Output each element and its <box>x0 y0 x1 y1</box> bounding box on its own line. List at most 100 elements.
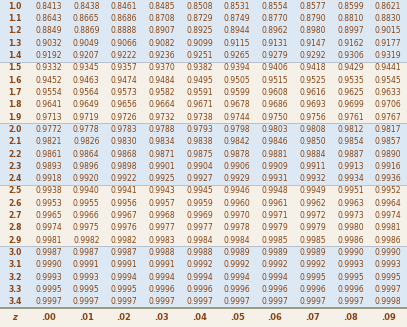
Text: 0.8686: 0.8686 <box>111 14 137 23</box>
Text: 0.9803: 0.9803 <box>262 125 288 134</box>
Text: 1.8: 1.8 <box>8 100 22 109</box>
Text: 0.9996: 0.9996 <box>262 285 288 294</box>
Text: 3.0: 3.0 <box>8 248 22 257</box>
Text: 0.9963: 0.9963 <box>337 199 364 208</box>
Text: 0.9969: 0.9969 <box>186 211 213 220</box>
Text: 0.9995: 0.9995 <box>73 285 100 294</box>
Text: 1.0: 1.0 <box>8 2 22 11</box>
Text: 0.9965: 0.9965 <box>35 211 62 220</box>
Text: 0.8729: 0.8729 <box>186 14 213 23</box>
Text: 0.9960: 0.9960 <box>224 199 251 208</box>
Text: 0.9896: 0.9896 <box>73 162 100 171</box>
Text: 0.8980: 0.8980 <box>300 26 326 35</box>
Text: .03: .03 <box>154 313 169 322</box>
Text: 0.9995: 0.9995 <box>35 285 62 294</box>
Text: 0.8997: 0.8997 <box>337 26 364 35</box>
Text: 0.9382: 0.9382 <box>186 63 213 72</box>
Text: 0.9938: 0.9938 <box>35 186 62 196</box>
Text: 0.9955: 0.9955 <box>73 199 100 208</box>
Text: 3.3: 3.3 <box>8 285 22 294</box>
Text: 0.9693: 0.9693 <box>299 100 326 109</box>
Text: 0.8508: 0.8508 <box>186 2 213 11</box>
Text: 0.9994: 0.9994 <box>224 273 251 282</box>
Text: 0.9953: 0.9953 <box>35 199 62 208</box>
Text: 0.9545: 0.9545 <box>375 76 402 85</box>
Text: 2.4: 2.4 <box>8 174 22 183</box>
Text: 0.9842: 0.9842 <box>224 137 250 146</box>
Text: 0.9719: 0.9719 <box>73 112 100 122</box>
Text: 0.8621: 0.8621 <box>375 2 401 11</box>
Text: 0.8962: 0.8962 <box>262 26 288 35</box>
Text: 0.9946: 0.9946 <box>224 186 251 196</box>
Text: 0.9573: 0.9573 <box>111 88 138 97</box>
Text: 0.9979: 0.9979 <box>262 223 288 232</box>
Text: 0.9988: 0.9988 <box>149 248 175 257</box>
Text: 0.9713: 0.9713 <box>35 112 62 122</box>
Text: 0.9973: 0.9973 <box>337 211 364 220</box>
Text: 0.9778: 0.9778 <box>73 125 100 134</box>
Text: 0.9772: 0.9772 <box>35 125 62 134</box>
Text: 0.9918: 0.9918 <box>35 174 62 183</box>
Text: 0.9370: 0.9370 <box>149 63 175 72</box>
Text: 0.9292: 0.9292 <box>300 51 326 60</box>
Bar <box>0 0 407 61</box>
Text: 0.9871: 0.9871 <box>149 149 175 159</box>
Text: 0.9452: 0.9452 <box>35 76 62 85</box>
Text: 0.9641: 0.9641 <box>35 100 62 109</box>
Text: 0.9996: 0.9996 <box>299 285 326 294</box>
Text: 0.9394: 0.9394 <box>224 63 251 72</box>
Text: 0.9991: 0.9991 <box>111 260 137 269</box>
Text: .01: .01 <box>79 313 94 322</box>
Text: 0.9357: 0.9357 <box>111 63 138 72</box>
Text: 0.9981: 0.9981 <box>35 236 62 245</box>
Text: 1.3: 1.3 <box>8 39 22 48</box>
Text: 0.9599: 0.9599 <box>224 88 251 97</box>
Text: 0.9821: 0.9821 <box>35 137 62 146</box>
Text: 0.9982: 0.9982 <box>111 236 137 245</box>
Text: 0.9808: 0.9808 <box>300 125 326 134</box>
Text: .07: .07 <box>305 313 320 322</box>
Text: 0.9066: 0.9066 <box>111 39 138 48</box>
Text: 0.8925: 0.8925 <box>186 26 213 35</box>
Text: 0.8577: 0.8577 <box>300 2 326 11</box>
Text: 0.9991: 0.9991 <box>73 260 100 269</box>
Text: .04: .04 <box>192 313 207 322</box>
Text: 0.8849: 0.8849 <box>35 26 62 35</box>
Text: 0.9997: 0.9997 <box>337 297 364 306</box>
Text: .09: .09 <box>381 313 396 322</box>
Text: 0.9984: 0.9984 <box>224 236 251 245</box>
Text: 0.8461: 0.8461 <box>111 2 137 11</box>
Text: 0.9977: 0.9977 <box>186 223 213 232</box>
Text: 0.9406: 0.9406 <box>262 63 288 72</box>
Text: 0.9750: 0.9750 <box>262 112 288 122</box>
Text: 0.9949: 0.9949 <box>299 186 326 196</box>
Text: 0.8643: 0.8643 <box>35 14 62 23</box>
Bar <box>0 61 407 123</box>
Text: 0.9251: 0.9251 <box>186 51 213 60</box>
Text: 0.9738: 0.9738 <box>186 112 213 122</box>
Text: 0.9525: 0.9525 <box>300 76 326 85</box>
Text: 2.6: 2.6 <box>8 199 22 208</box>
Text: 0.9990: 0.9990 <box>35 260 62 269</box>
Text: 0.8708: 0.8708 <box>149 14 175 23</box>
Text: 0.9429: 0.9429 <box>337 63 364 72</box>
Text: 0.9306: 0.9306 <box>337 51 364 60</box>
Text: 0.9986: 0.9986 <box>337 236 364 245</box>
Text: 0.9992: 0.9992 <box>300 260 326 269</box>
Text: 0.9878: 0.9878 <box>224 149 250 159</box>
Text: 0.9932: 0.9932 <box>300 174 326 183</box>
Text: 0.9931: 0.9931 <box>262 174 288 183</box>
Text: 0.9898: 0.9898 <box>111 162 137 171</box>
Text: 0.9793: 0.9793 <box>186 125 213 134</box>
Text: 0.9987: 0.9987 <box>73 248 100 257</box>
Text: 0.9922: 0.9922 <box>111 174 137 183</box>
Text: 0.9992: 0.9992 <box>262 260 288 269</box>
Text: 1.4: 1.4 <box>8 51 22 60</box>
Text: 0.9049: 0.9049 <box>73 39 100 48</box>
Text: 1.9: 1.9 <box>8 112 22 122</box>
Text: 0.9463: 0.9463 <box>73 76 100 85</box>
Text: 0.9994: 0.9994 <box>262 273 288 282</box>
Text: 0.9345: 0.9345 <box>73 63 100 72</box>
Text: 0.9761: 0.9761 <box>337 112 364 122</box>
Text: .06: .06 <box>267 313 282 322</box>
